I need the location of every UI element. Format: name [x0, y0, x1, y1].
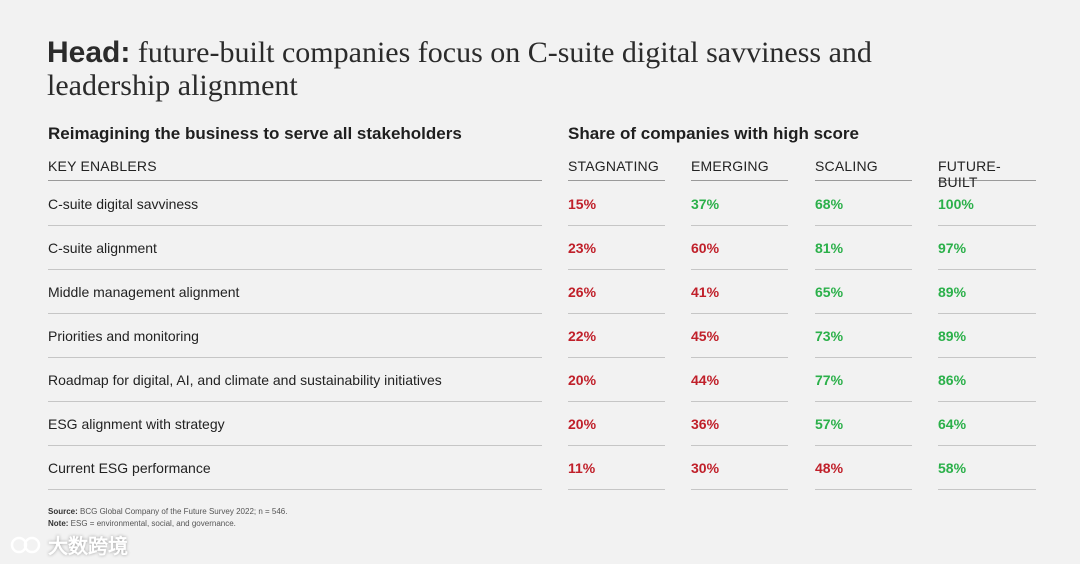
- enabler-label: C-suite digital savviness: [48, 196, 199, 212]
- value-future-built: 58%: [938, 460, 967, 476]
- value-stagnating: 26%: [568, 284, 597, 300]
- watermark-logo-icon: [10, 536, 41, 553]
- column-header-key-enablers: KEY ENABLERS: [48, 158, 542, 181]
- value-stagnating: 15%: [568, 196, 597, 212]
- left-subheading: Reimagining the business to serve all st…: [48, 124, 462, 143]
- value-stagnating: 20%: [568, 416, 597, 432]
- row-divider: [938, 313, 1036, 314]
- value-scaling: 48%: [815, 460, 844, 476]
- value-stagnating: 11%: [568, 460, 596, 476]
- value-future-built: 100%: [938, 196, 974, 212]
- right-subheading: Share of companies with high score: [568, 124, 859, 143]
- row-divider: [48, 313, 542, 314]
- row-divider: [568, 225, 665, 226]
- value-scaling: 77%: [815, 372, 844, 388]
- value-future-built: 86%: [938, 372, 967, 388]
- row-divider: [691, 357, 788, 358]
- column-header-stagnating: STAGNATING: [568, 158, 665, 181]
- row-divider: [691, 401, 788, 402]
- row-divider: [568, 401, 665, 402]
- value-future-built: 89%: [938, 328, 967, 344]
- row-divider: [815, 401, 912, 402]
- row-divider: [691, 313, 788, 314]
- value-scaling: 73%: [815, 328, 844, 344]
- note-label: Note:: [48, 519, 69, 528]
- value-emerging: 45%: [691, 328, 720, 344]
- note-text: ESG = environmental, social, and governa…: [68, 519, 236, 528]
- value-scaling: 57%: [815, 416, 844, 432]
- value-scaling: 68%: [815, 196, 844, 212]
- row-divider: [815, 357, 912, 358]
- row-divider: [568, 445, 665, 446]
- source-label: Source:: [48, 507, 78, 516]
- value-stagnating: 23%: [568, 240, 597, 256]
- row-divider: [815, 269, 912, 270]
- value-scaling: 65%: [815, 284, 844, 300]
- value-emerging: 37%: [691, 196, 720, 212]
- enabler-label: C-suite alignment: [48, 240, 157, 256]
- row-divider: [568, 313, 665, 314]
- row-divider: [938, 269, 1036, 270]
- row-divider: [48, 269, 542, 270]
- row-divider: [938, 357, 1036, 358]
- row-divider: [691, 225, 788, 226]
- row-divider: [691, 269, 788, 270]
- column-header-emerging: EMERGING: [691, 158, 788, 181]
- source-text: BCG Global Company of the Future Survey …: [77, 507, 288, 516]
- value-scaling: 81%: [815, 240, 844, 256]
- row-divider: [691, 445, 788, 446]
- enabler-label: Middle management alignment: [48, 284, 240, 300]
- value-stagnating: 22%: [568, 328, 597, 344]
- title-text: future-built companies focus on C-suite …: [47, 36, 872, 102]
- row-divider: [48, 489, 542, 490]
- value-emerging: 44%: [691, 372, 720, 388]
- title-head-word: Head:: [47, 36, 131, 69]
- enabler-label: Current ESG performance: [48, 460, 211, 476]
- enabler-label: ESG alignment with strategy: [48, 416, 225, 432]
- source-footnote: Source: BCG Global Company of the Future…: [48, 507, 287, 516]
- row-divider: [48, 357, 542, 358]
- row-divider: [815, 313, 912, 314]
- column-header-scaling: SCALING: [815, 158, 912, 181]
- row-divider: [815, 445, 912, 446]
- watermark-text: 大数跨境: [48, 536, 128, 558]
- page-title: Head: future-built companies focus on C-…: [47, 36, 947, 102]
- row-divider: [938, 401, 1036, 402]
- row-divider: [48, 445, 542, 446]
- row-divider: [815, 225, 912, 226]
- row-divider: [691, 489, 788, 490]
- watermark: 大数跨境: [10, 530, 128, 559]
- value-emerging: 41%: [691, 284, 720, 300]
- row-divider: [815, 489, 912, 490]
- row-divider: [938, 225, 1036, 226]
- value-emerging: 30%: [691, 460, 720, 476]
- row-divider: [48, 225, 542, 226]
- value-emerging: 60%: [691, 240, 720, 256]
- row-divider: [568, 489, 665, 490]
- enabler-label: Roadmap for digital, AI, and climate and…: [48, 372, 442, 388]
- row-divider: [568, 357, 665, 358]
- row-divider: [938, 489, 1036, 490]
- value-future-built: 89%: [938, 284, 967, 300]
- column-header-future-built: FUTURE-BUILT: [938, 158, 1036, 190]
- note-footnote: Note: ESG = environmental, social, and g…: [48, 519, 236, 528]
- value-future-built: 97%: [938, 240, 967, 256]
- row-divider: [938, 445, 1036, 446]
- enabler-label: Priorities and monitoring: [48, 328, 199, 344]
- value-future-built: 64%: [938, 416, 967, 432]
- row-divider: [48, 401, 542, 402]
- value-stagnating: 20%: [568, 372, 597, 388]
- row-divider: [568, 269, 665, 270]
- value-emerging: 36%: [691, 416, 720, 432]
